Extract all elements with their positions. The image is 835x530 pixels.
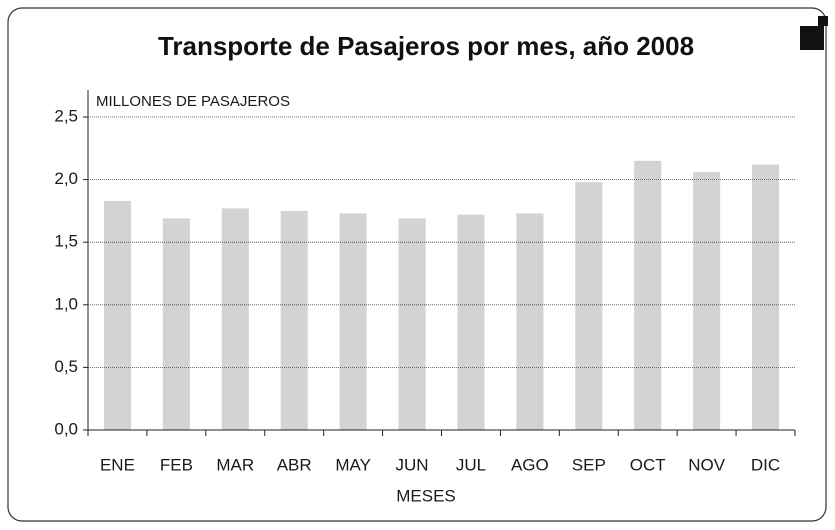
x-tick-label: NOV: [688, 455, 726, 474]
bar: [457, 214, 485, 430]
bar: [398, 218, 426, 430]
bar: [339, 213, 367, 430]
x-tick-label: AGO: [511, 455, 549, 474]
y-tick-label: 1,5: [54, 232, 78, 251]
x-axis-label: MESES: [396, 486, 456, 505]
x-tick-label: ENE: [100, 455, 135, 474]
corner-icon: [818, 16, 828, 26]
y-tick-label: 1,0: [54, 294, 78, 313]
y-axis-label: MILLONES DE PASAJEROS: [96, 93, 290, 110]
x-tick-label: DIC: [751, 455, 780, 474]
x-tick-label: JUN: [396, 455, 429, 474]
x-tick-label: ABR: [277, 455, 312, 474]
bar: [280, 210, 308, 430]
bar: [575, 182, 603, 430]
chart-title: Transporte de Pasajeros por mes, año 200…: [158, 31, 694, 61]
x-tick-label: FEB: [160, 455, 193, 474]
bar: [162, 218, 190, 430]
y-tick-label: 0,5: [54, 357, 78, 376]
bar: [751, 164, 780, 431]
frame: [7, 7, 827, 522]
corner-icon: [800, 26, 824, 50]
y-tick-label: 0,0: [54, 419, 78, 438]
bar: [103, 200, 132, 430]
bar: [693, 172, 721, 430]
x-tick-label: SEP: [572, 455, 606, 474]
x-tick-label: JUL: [456, 455, 486, 474]
bar: [221, 208, 249, 430]
x-tick-label: MAY: [335, 455, 371, 474]
bar: [516, 213, 544, 430]
y-tick-label: 2,5: [54, 106, 78, 125]
x-tick-label: OCT: [630, 455, 666, 474]
y-tick-label: 2,0: [54, 169, 78, 188]
bar: [634, 160, 662, 430]
x-tick-label: MAR: [216, 455, 254, 474]
